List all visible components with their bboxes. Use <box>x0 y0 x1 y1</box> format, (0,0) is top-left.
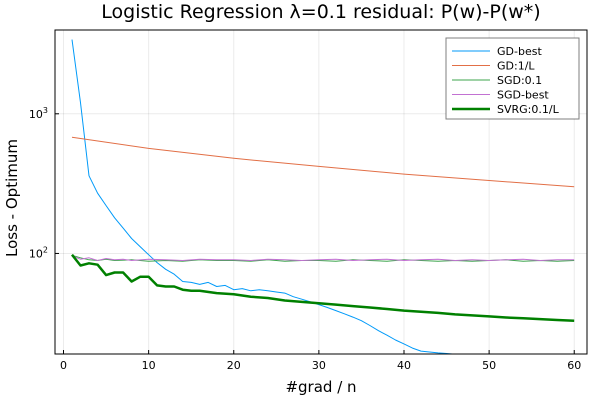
plot-frame <box>54 29 588 355</box>
legend-label-svrg-0-1-l: SVRG:0.1/L <box>497 103 560 116</box>
chart-title: Logistic Regression λ=0.1 residual: P(w)… <box>101 1 540 23</box>
x-axis-label: #grad / n <box>285 378 356 396</box>
legend-label-gd-best: GD-best <box>497 45 542 58</box>
x-tick-label: 40 <box>397 359 411 372</box>
x-tick-label: 30 <box>312 359 326 372</box>
x-tick-label: 60 <box>567 359 581 372</box>
legend-label-gd-1-l: GD:1/L <box>497 60 535 73</box>
series-lines <box>71 39 575 354</box>
axis-ticks: 0 10 20 30 40 50 60 102 103 <box>29 106 581 372</box>
y-tick-label: 102 <box>29 245 48 260</box>
y-tick-label: 103 <box>29 106 48 121</box>
legend-label-sgd-best: SGD-best <box>497 89 549 102</box>
series-line-gd-best <box>71 39 461 354</box>
x-tick-label: 20 <box>227 359 241 372</box>
x-tick-label: 10 <box>142 359 156 372</box>
series-line-gd-1-l <box>71 136 575 188</box>
x-tick-label: 0 <box>60 359 67 372</box>
legend-label-sgd-0-1: SGD:0.1 <box>497 74 542 87</box>
y-axis-label: Loss - Optimum <box>3 139 21 257</box>
series-line-sgd-best <box>71 255 575 261</box>
x-tick-label: 50 <box>482 359 496 372</box>
series-line-svrg-0-1-l <box>71 253 575 322</box>
